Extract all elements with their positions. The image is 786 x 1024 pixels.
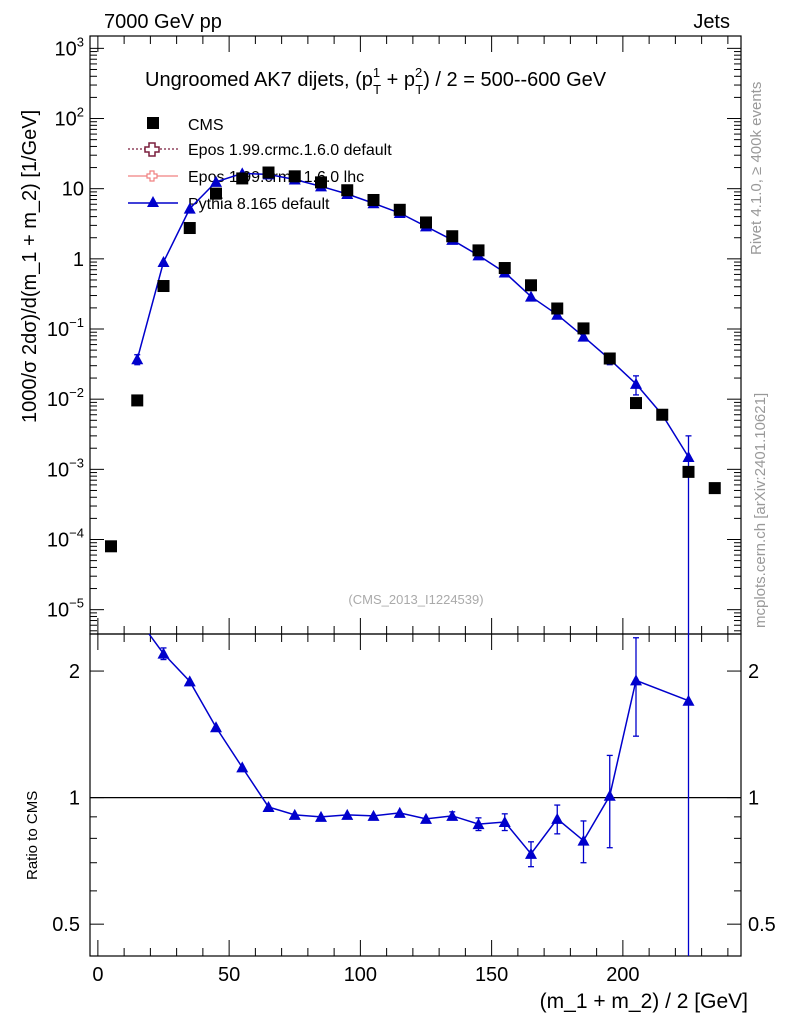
legend-cms-marker [147, 117, 159, 129]
ratio-point [525, 847, 537, 859]
x-tick-label: 200 [606, 964, 639, 986]
y-tick-label: 10−4 [47, 526, 84, 552]
pythia-point [577, 330, 590, 342]
x-axis-ticks: 0 50 100 150 200 [92, 36, 729, 986]
ratio-tick-label: 1 [69, 788, 80, 810]
y-tick-label: 103 [55, 34, 84, 60]
cms-point [315, 176, 327, 189]
x-tick-label: 0 [92, 964, 103, 986]
ratio-point [577, 834, 590, 846]
cms-point [577, 322, 590, 335]
ratio-point [603, 789, 616, 801]
cms-point [603, 352, 616, 365]
cms-point [420, 216, 432, 229]
plot-title: Ungroomed AK7 dijets, (p1 T + p2 T) / 2 = … [145, 65, 607, 97]
ratio-point [367, 809, 380, 821]
ratio-point [551, 812, 564, 824]
ratio-point [315, 810, 327, 822]
cms-point [236, 172, 249, 185]
ratio-point [472, 818, 485, 830]
ratio-point [630, 674, 642, 686]
legend-pythia-label: Pythia 8.165 default [188, 196, 330, 213]
ratio-tick-label-right: 0.5 [748, 914, 776, 936]
y-tick-label: 102 [55, 105, 84, 131]
ratio-tick-label-right: 1 [748, 788, 759, 810]
ratio-point [157, 647, 170, 659]
cms-point [367, 193, 380, 206]
ratio-point [420, 812, 432, 824]
cms-point [105, 540, 117, 553]
cms-point [210, 187, 222, 200]
pythia-point [131, 353, 144, 365]
cms-point [183, 222, 196, 235]
x-tick-label: 100 [344, 964, 377, 986]
legend-epos-default-marker [144, 142, 160, 157]
cms-point [393, 203, 406, 216]
ratio-point [446, 809, 459, 821]
cms-point [288, 170, 301, 183]
cms-point [446, 230, 459, 243]
y-tick-label: 10−3 [47, 455, 84, 481]
cms-point [551, 302, 564, 315]
cms-point [498, 262, 511, 275]
cms-point [525, 279, 537, 292]
y-tick-label: 10 [62, 179, 84, 201]
analysis-id: (CMS_2013_I1224539) [348, 592, 483, 607]
energy-label: 7000 GeV pp [104, 11, 222, 33]
y-tick-label: 10−2 [47, 385, 84, 411]
pythia-ratio-series [148, 633, 695, 956]
y-tick-label: 10−1 [47, 315, 84, 341]
y-tick-label: 1 [73, 249, 84, 271]
ratio-tick-label: 2 [69, 661, 80, 683]
ratio-point [236, 761, 249, 773]
x-tick-label: 150 [475, 964, 508, 986]
pythia-point [157, 256, 170, 268]
ratio-point [210, 721, 222, 733]
process-label: Jets [693, 11, 730, 33]
ratio-tick-label-right: 2 [748, 661, 759, 683]
pythia-series [131, 167, 695, 634]
cms-point [656, 408, 669, 421]
ratio-panel-frame [89, 633, 742, 957]
ratio-point [183, 675, 196, 687]
y-axis-label-top: 1000/σ 2dσ)/d(m_1 + m_2) [1/GeV] [19, 110, 41, 423]
pythia-point [183, 202, 196, 214]
y-axis-label-ratio: Ratio to CMS [24, 791, 41, 880]
ratio-line [162, 653, 689, 856]
y-tick-label: 10−5 [47, 596, 84, 622]
pythia-point [525, 290, 537, 302]
ratio-point [393, 806, 406, 818]
ratio-point [341, 808, 354, 820]
cms-point [262, 166, 275, 179]
x-tick-label: 50 [218, 964, 240, 986]
pythia-point [682, 450, 695, 462]
cms-point [131, 394, 144, 407]
cms-point [630, 397, 642, 410]
legend-epos-lhc-marker [146, 170, 158, 182]
legend-pythia-marker [147, 196, 159, 207]
pythia-point [630, 377, 642, 389]
ratio-point [288, 808, 301, 820]
ratio-tick-label: 0.5 [52, 914, 80, 936]
ratio-axis-ticks: 2 2 1 1 0.5 0.5 [52, 661, 776, 936]
cms-point [341, 184, 354, 197]
pythia-point [210, 175, 222, 187]
ratio-point [498, 815, 511, 827]
legend-cms-label: CMS [188, 117, 224, 134]
rivet-label: Rivet 4.1.0, ≥ 400k events [748, 82, 765, 255]
cms-point [682, 465, 695, 478]
cms-point [708, 482, 721, 495]
cms-series [105, 166, 721, 553]
ratio-point [682, 694, 695, 706]
mcplots-label: mcplots.cern.ch [arXiv:2401.10621] [752, 393, 769, 628]
x-axis-label: (m_1 + m_2) / 2 [GeV] [540, 990, 748, 1013]
pythia-line [136, 172, 690, 458]
cms-point [472, 244, 485, 257]
ratio-line-lead [148, 633, 165, 655]
ratio-point [262, 800, 275, 812]
legend-epos-default-label: Epos 1.99.crmc.1.6.0 default [188, 142, 392, 159]
cms-point [157, 280, 170, 293]
